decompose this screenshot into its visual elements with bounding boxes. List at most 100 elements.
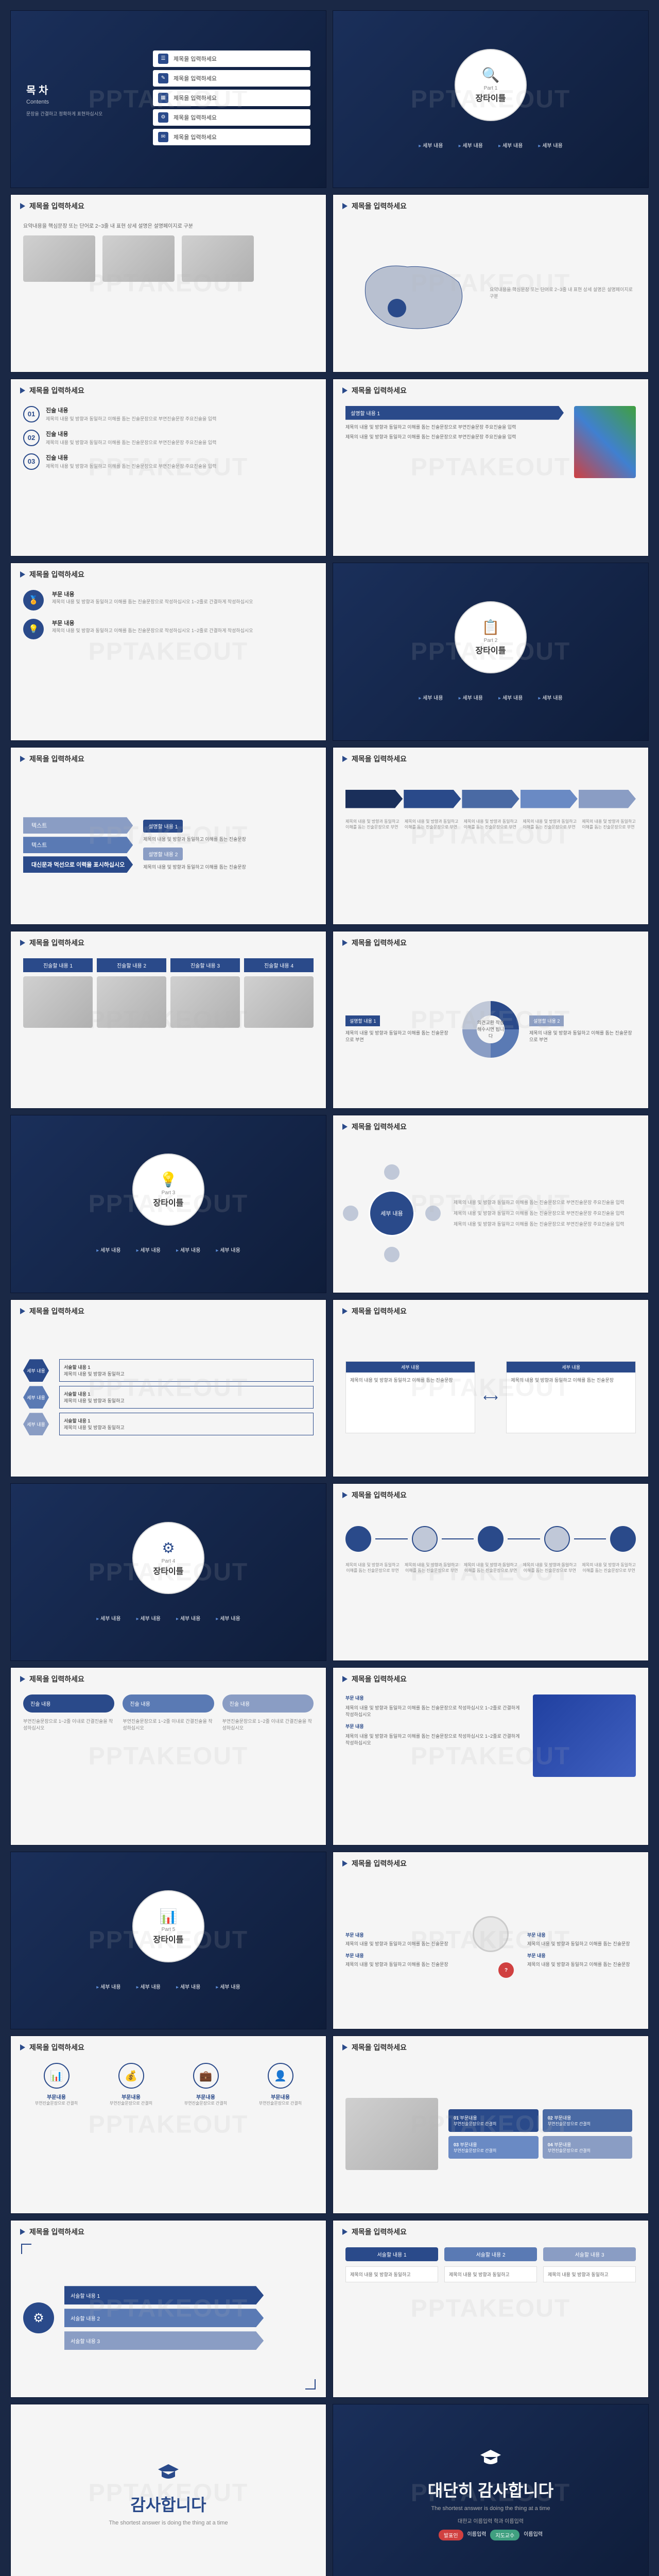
tree-header: 서술할 내용 2 — [444, 2247, 537, 2261]
slide-title: 제목을 입력하세요 — [29, 2227, 84, 2237]
ribbon-icon: 🏅 — [23, 590, 44, 611]
section-bullets: 세부 내용세부 내용세부 내용세부 내용 — [96, 1982, 240, 1990]
arrow-icon — [342, 387, 348, 394]
toc-icon: ✉ — [158, 132, 168, 142]
map-slide: PPTAKEOUT 제목을 입력하세요 요약내용을 핵심문장 또는 단어로 2~… — [333, 194, 649, 372]
speech-bubble: 진술 내용 — [222, 1694, 314, 1713]
speech-bubble: 진술 내용 — [123, 1694, 214, 1713]
books-image — [574, 406, 636, 478]
part-label: Part 2 — [484, 638, 498, 643]
robot-image: ? — [462, 1916, 519, 1983]
slide-title: 제목을 입력하세요 — [29, 938, 84, 948]
thanks-title: 감사합니다 — [130, 2492, 206, 2516]
section-slide-3: PPTAKEOUT 💡 Part 3 장타이틀 세부 내용세부 내용세부 내용세… — [10, 1115, 326, 1293]
arrow-icon — [342, 1676, 348, 1682]
hub-node — [384, 1247, 400, 1262]
tree-header: 서술할 내용 3 — [543, 2247, 636, 2261]
hex-node: 세부 내용 — [23, 1386, 49, 1409]
vs-icon: ⟷ — [483, 1391, 498, 1404]
tag: 지도교수 — [490, 2530, 519, 2540]
image-placeholder — [23, 976, 93, 1028]
image-placeholder — [102, 235, 175, 282]
slide-title: 제목을 입력하세요 — [29, 754, 84, 764]
tree-cell: 제목의 내용 및 방향과 동일하고 — [444, 2266, 537, 2282]
chart-icon: 📊 — [44, 2063, 70, 2089]
tree-branch: 서술할 내용 3 — [64, 2331, 264, 2350]
arrow-icon — [342, 1492, 348, 1498]
toc-item[interactable]: ✉제목을 입력하세요 — [153, 129, 310, 145]
chart-icon: 📊 — [160, 1908, 178, 1925]
slide-title: 제목을 입력하세요 — [352, 201, 407, 211]
hub-node — [384, 1164, 400, 1180]
compare-card: 세부 내용 제목의 내용 및 방향과 동일하고 이해를 돕는 진술문장 — [345, 1361, 475, 1433]
toc-slide: PPTAKEOUT 목 차 Contents 문장을 간결하고 정확하게 표현하… — [10, 10, 326, 188]
image-placeholder — [170, 976, 240, 1028]
slide-title: 제목을 입력하세요 — [352, 385, 407, 396]
gears-icon: ⚙ — [162, 1539, 175, 1556]
slide-title: 제목을 입력하세요 — [352, 754, 407, 764]
image-placeholder — [244, 976, 314, 1028]
part-label: Part 3 — [162, 1190, 176, 1196]
arrow-icon — [342, 2229, 348, 2235]
outline-box: 서술할 내용 1제목의 내용 및 방향과 동일하고 — [59, 1413, 314, 1435]
part-label: Part 5 — [162, 1927, 176, 1933]
thanks-sub: The shortest answer is doing the thing a… — [109, 2520, 228, 2526]
col-header: 진술할 내용 2 — [97, 958, 166, 972]
image-placeholder — [23, 235, 95, 282]
section-bullets: 세부 내용 세부 내용 세부 내용 세부 내용 — [419, 141, 563, 149]
section-bullets: 세부 내용세부 내용세부 내용세부 내용 — [96, 1246, 240, 1253]
toc-item[interactable]: ☰제목을 입력하세요 — [153, 50, 310, 67]
hub-slide: PPTAKEOUT 제목을 입력하세요 세부 내용 제목의 내용 및 방향과 동… — [333, 1115, 649, 1293]
tree-header: 서술할 내용 1 — [345, 2247, 438, 2261]
sub-header: 설명할 내용 1 — [345, 406, 564, 420]
num-badge: 01 — [23, 406, 40, 422]
num-badge: 02 — [23, 430, 40, 446]
speech-slide: PPTAKEOUT 제목을 입력하세요 진술 내용 진술 내용 진술 내용 부연… — [10, 1667, 326, 1845]
donut-chart: 의견교환 작성해수시면 됩니다 — [462, 1001, 519, 1058]
badge-slide: PPTAKEOUT 제목을 입력하세요 🏅부문 내용제목의 내용 및 방향과 동… — [10, 563, 326, 740]
grad-cap-icon — [478, 2446, 504, 2471]
step-header: 설명할 내용 2 — [143, 848, 183, 860]
numbered-slide: PPTAKEOUT 제목을 입력하세요 01진술 내용제목의 내용 및 방향과 … — [10, 379, 326, 556]
slide-title: 제목을 입력하세요 — [29, 385, 84, 396]
arrow-icon — [342, 203, 348, 209]
section-slide-5: PPTAKEOUT 📊 Part 5 장타이틀 세부 내용세부 내용세부 내용세… — [10, 1852, 326, 2029]
col-header: 진술할 내용 4 — [244, 958, 314, 972]
image-grid-slide: PPTAKEOUT 제목을 입력하세요 진술할 내용 1 진술할 내용 2 진술… — [10, 931, 326, 1109]
section-slide-4: PPTAKEOUT ⚙ Part 4 장타이틀 세부 내용세부 내용세부 내용세… — [10, 1483, 326, 1661]
toc-icon: ✎ — [158, 73, 168, 83]
tree-cell: 제목의 내용 및 방향과 동일하고 — [345, 2266, 438, 2282]
step-arrow: 대신문과 먹선으로 이력을 표시하십시오 — [23, 856, 133, 873]
flow-node — [478, 1526, 504, 1552]
flow-node — [544, 1526, 570, 1552]
compare-slide: PPTAKEOUT 제목을 입력하세요 세부 내용 제목의 내용 및 방향과 동… — [333, 1299, 649, 1477]
slide-title: 제목을 입력하세요 — [29, 1674, 84, 1684]
toc-item[interactable]: ▦제목을 입력하세요 — [153, 90, 310, 106]
grad-cap-icon — [155, 2460, 181, 2486]
speech-bubble: 진술 내용 — [23, 1694, 114, 1713]
thanks-title: 대단히 감사합니다 — [428, 2478, 553, 2501]
hex-node: 세부 내용 — [23, 1413, 49, 1435]
step-header: 설명할 내용 1 — [143, 820, 183, 833]
section-circle: ⚙ Part 4 장타이틀 — [132, 1522, 204, 1594]
compare-card: 세부 내용 제목의 내용 및 방향과 동일하고 이해를 돕는 진술문장 — [506, 1361, 636, 1433]
arrow-icon — [342, 2044, 348, 2050]
col-header: 진술할 내용 3 — [170, 958, 240, 972]
arrow-icon — [20, 571, 25, 578]
arrow-icon — [20, 756, 25, 762]
toc-item[interactable]: ✎제목을 입력하세요 — [153, 70, 310, 87]
slide-title: 제목을 입력하세요 — [352, 2042, 407, 2053]
thanks-light-slide: PPTAKEOUT 감사합니다 The shortest answer is d… — [10, 2404, 326, 2576]
flow-node — [412, 1526, 438, 1552]
hub-node — [343, 1206, 358, 1221]
arrow-icon — [342, 1124, 348, 1130]
toc-list: ☰제목을 입력하세요 ✎제목을 입력하세요 ▦제목을 입력하세요 ⚙제목을 입력… — [153, 50, 310, 148]
outline-box: 서술할 내용 1제목의 내용 및 방향과 동일하고 — [59, 1359, 314, 1382]
tech-image — [533, 1694, 636, 1777]
timeline-node — [462, 790, 519, 808]
toc-icon: ▦ — [158, 93, 168, 103]
tag: 발표인 — [439, 2530, 463, 2540]
toc-item[interactable]: ⚙제목을 입력하세요 — [153, 109, 310, 126]
section-slide-1: PPTAKEOUT 🔍 Part 1 장타이틀 세부 내용 세부 내용 세부 내… — [333, 10, 649, 188]
person-icon: 👤 — [268, 2063, 293, 2089]
